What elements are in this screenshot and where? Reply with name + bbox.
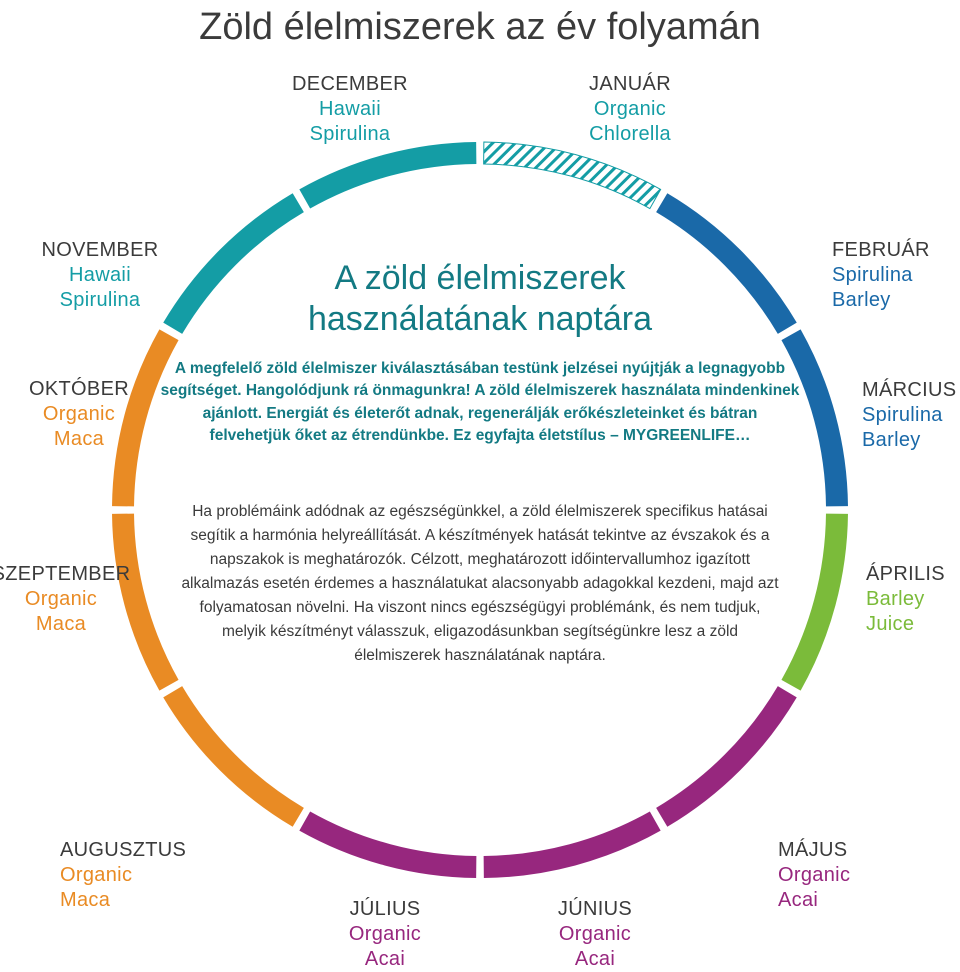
month-product-line: Acai [778, 888, 928, 913]
month-product-line: Organic [60, 863, 230, 888]
month-product-line: Spirulina [832, 263, 960, 288]
month-name: JANUÁR [540, 72, 720, 97]
month-name: NOVEMBER [20, 238, 180, 263]
center-title-line2: használatának naptára [308, 300, 652, 338]
month-label-jan: JANUÁROrganicChlorella [540, 72, 720, 147]
month-product-line: Hawaii [20, 263, 180, 288]
month-label-feb: FEBRUÁRSpirulinaBarley [832, 238, 960, 313]
ring-segment-dec [299, 142, 476, 209]
month-product-line: Spirulina [260, 122, 440, 147]
ring-segment-jul [299, 811, 476, 878]
calendar-ring-svg [0, 0, 960, 964]
month-name: OKTÓBER [4, 377, 154, 402]
ring-segment-may [656, 686, 797, 827]
month-product-line: Maca [0, 612, 146, 637]
month-product-line: Acai [520, 947, 670, 972]
calendar-ring-container [0, 0, 960, 964]
center-title-line1: A zöld élelmiszerek [334, 259, 625, 297]
month-label-jul: JÚLIUSOrganicAcai [310, 897, 460, 972]
month-name: MÁRCIUS [862, 378, 960, 403]
month-product-line: Maca [4, 427, 154, 452]
month-name: MÁJUS [778, 838, 928, 863]
month-product-line: Spirulina [20, 288, 180, 313]
ring-segment-aug [163, 686, 304, 827]
month-product-line: Organic [310, 922, 460, 947]
month-product-line: Spirulina [862, 403, 960, 428]
month-label-sep: SZEPTEMBEROrganicMaca [0, 562, 146, 637]
month-product-line: Organic [540, 97, 720, 122]
month-name: DECEMBER [260, 72, 440, 97]
month-name: SZEPTEMBER [0, 562, 146, 587]
month-product-line: Organic [520, 922, 670, 947]
ring-segment-apr [781, 514, 848, 691]
month-product-line: Organic [0, 587, 146, 612]
month-product-line: Organic [4, 402, 154, 427]
month-label-jun: JÚNIUSOrganicAcai [520, 897, 670, 972]
center-title: A zöld élelmiszerek használatának naptár… [190, 258, 770, 340]
month-label-aug: AUGUSZTUSOrganicMaca [60, 838, 230, 913]
month-label-oct: OKTÓBEROrganicMaca [4, 377, 154, 452]
month-name: AUGUSZTUS [60, 838, 230, 863]
month-product-line: Barley [832, 288, 960, 313]
month-product-line: Chlorella [540, 122, 720, 147]
ring-segment-jun [484, 811, 661, 878]
month-product-line: Barley [866, 587, 960, 612]
month-label-dec: DECEMBERHawaiiSpirulina [260, 72, 440, 147]
center-paragraph-intro-text: A megfelelő zöld élelmiszer kiválasztásá… [161, 360, 800, 444]
month-product-line: Organic [778, 863, 928, 888]
month-product-line: Hawaii [260, 97, 440, 122]
page-title: Zöld élelmiszerek az év folyamán [0, 6, 960, 49]
month-label-apr: ÁPRILISBarleyJuice [866, 562, 960, 637]
month-label-may: MÁJUSOrganicAcai [778, 838, 928, 913]
month-name: JÚLIUS [310, 897, 460, 922]
month-name: FEBRUÁR [832, 238, 960, 263]
center-paragraph-body: Ha problémáink adódnak az egészségünkkel… [180, 500, 780, 668]
month-product-line: Acai [310, 947, 460, 972]
month-label-nov: NOVEMBERHawaiiSpirulina [20, 238, 180, 313]
month-product-line: Barley [862, 428, 960, 453]
month-product-line: Juice [866, 612, 960, 637]
center-paragraph-intro: A megfelelő zöld élelmiszer kiválasztásá… [160, 358, 800, 448]
month-product-line: Maca [60, 888, 230, 913]
ring-segment-jan [484, 142, 661, 209]
month-name: JÚNIUS [520, 897, 670, 922]
month-name: ÁPRILIS [866, 562, 960, 587]
month-label-mar: MÁRCIUSSpirulinaBarley [862, 378, 960, 453]
